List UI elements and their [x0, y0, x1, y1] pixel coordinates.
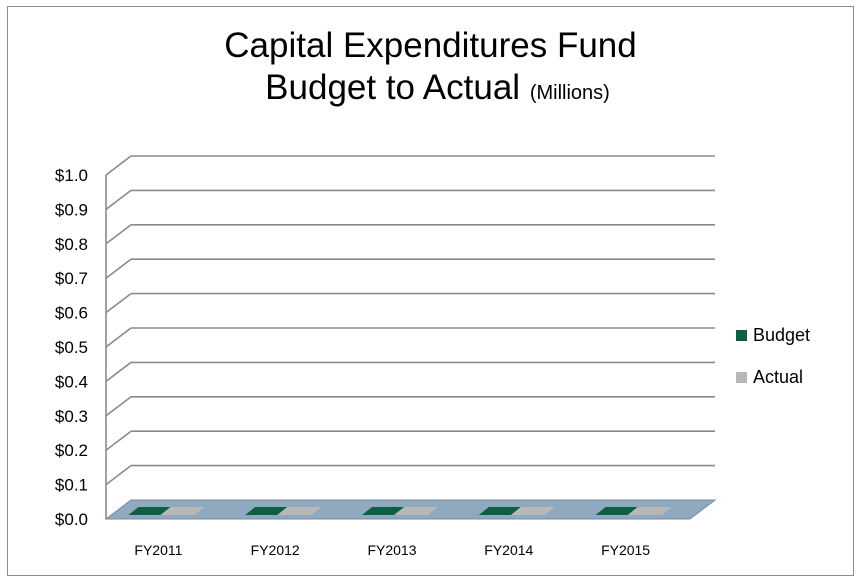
chart-frame	[7, 6, 854, 576]
y-tick-label: $0.5	[55, 338, 88, 357]
gridline-side	[105, 361, 132, 383]
subtitle: Budget to Actual	[265, 68, 521, 107]
y-tick-label: $0.1	[55, 476, 88, 495]
legend-label-budget: Budget	[753, 325, 810, 345]
y-tick-label: $1.0	[55, 166, 88, 185]
x-tick-label: FY2013	[367, 542, 416, 558]
subtitle-unit: (Millions)	[529, 82, 610, 104]
bar-budget	[595, 507, 640, 515]
gridline-side	[105, 224, 132, 245]
gridline-side	[105, 396, 132, 417]
y-tick-label: $0.2	[55, 441, 88, 460]
bar-actual	[510, 507, 555, 515]
legend-swatch-budget	[736, 330, 747, 341]
title-line-2: Budget to Actual (Millions)	[14, 66, 861, 115]
bar-actual	[277, 507, 322, 515]
gridline-side	[105, 189, 132, 211]
bar-actual	[627, 507, 672, 515]
bar-budget	[478, 507, 523, 515]
y-tick-label: $0.9	[55, 200, 88, 219]
gridline-side	[105, 292, 132, 314]
x-tick-label: FY2012	[251, 542, 300, 558]
y-tick-label: $0.7	[55, 269, 88, 288]
gridline-side	[105, 155, 132, 176]
y-tick-label: $0.4	[55, 372, 88, 391]
gridline-side	[105, 327, 132, 348]
bar-budget	[362, 507, 406, 515]
bar-budget	[245, 507, 290, 515]
legend-label-actual: Actual	[753, 367, 803, 387]
gridline-side	[105, 430, 132, 451]
title-line-1: Capital Expenditures Fund	[224, 26, 637, 65]
y-tick-label: $0.6	[55, 304, 88, 323]
x-tick-label: FY2015	[601, 542, 650, 558]
gridline-side	[105, 464, 132, 486]
legend-swatch-actual	[736, 372, 747, 383]
y-tick-label: $0.3	[55, 407, 88, 426]
y-tick-label: $0.0	[55, 510, 88, 529]
y-tick-label: $0.8	[55, 235, 88, 254]
x-tick-label: FY2011	[134, 542, 182, 558]
chart-title: Capital Expenditures Fund Budget to Actu…	[0, 26, 861, 115]
bar-actual	[160, 507, 205, 515]
x-tick-label: FY2014	[484, 542, 533, 558]
bar-actual	[394, 507, 438, 515]
bar-budget	[128, 507, 173, 515]
gridline-side	[105, 258, 132, 279]
